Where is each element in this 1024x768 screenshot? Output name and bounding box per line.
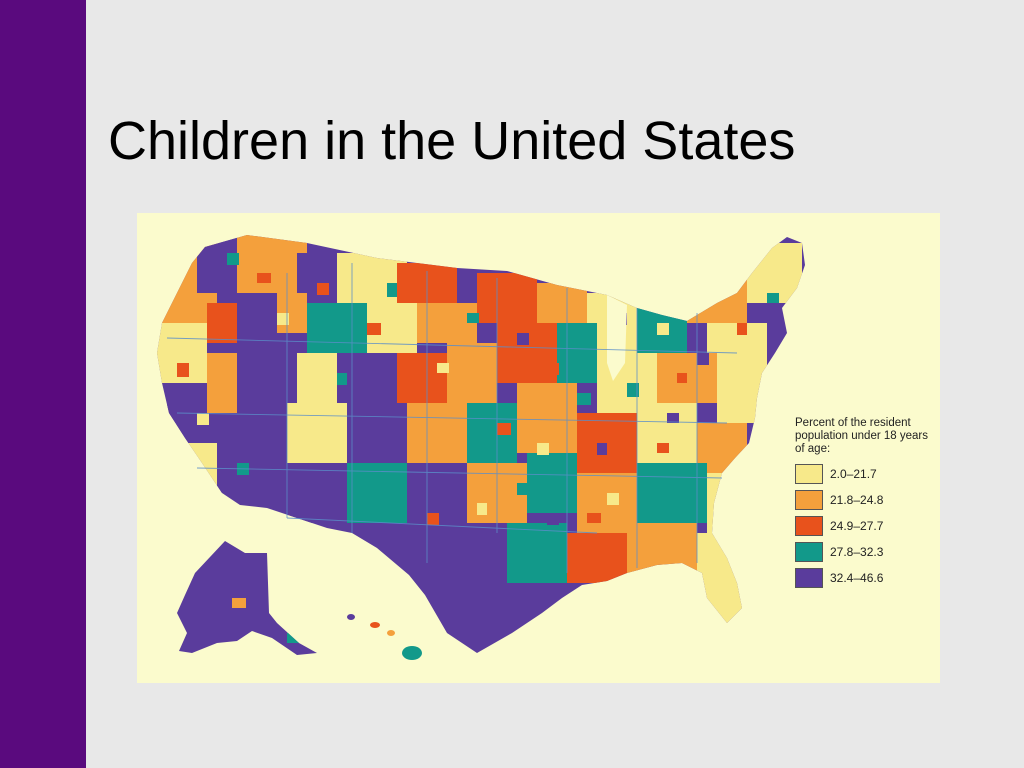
legend-item: 27.8–32.3 <box>795 542 935 562</box>
legend-label: 27.8–32.3 <box>830 545 884 559</box>
slide-title: Children in the United States <box>108 111 796 171</box>
legend-swatch <box>795 542 823 562</box>
slide-accent-bar <box>0 0 86 768</box>
legend-label: 2.0–21.7 <box>830 467 877 481</box>
state-borders <box>166 263 738 573</box>
legend-item: 21.8–24.8 <box>795 490 935 510</box>
legend-label: 32.4–46.6 <box>830 571 884 585</box>
legend-swatch <box>795 568 823 588</box>
map-legend: Percent of the resident population under… <box>795 417 935 594</box>
legend-item: 32.4–46.6 <box>795 568 935 588</box>
legend-items: 2.0–21.7 21.8–24.8 24.9–27.7 27.8–32.3 3… <box>795 464 935 588</box>
legend-swatch <box>795 490 823 510</box>
legend-label: 24.9–27.7 <box>830 519 884 533</box>
hawaii <box>347 614 422 660</box>
map-panel: Percent of the resident population under… <box>137 213 940 683</box>
alaska <box>177 541 317 655</box>
legend-item: 2.0–21.7 <box>795 464 935 484</box>
legend-label: 21.8–24.8 <box>830 493 884 507</box>
legend-item: 24.9–27.7 <box>795 516 935 536</box>
legend-swatch <box>795 516 823 536</box>
legend-title: Percent of the resident population under… <box>795 417 928 455</box>
legend-swatch <box>795 464 823 484</box>
us-county-map <box>157 235 805 660</box>
